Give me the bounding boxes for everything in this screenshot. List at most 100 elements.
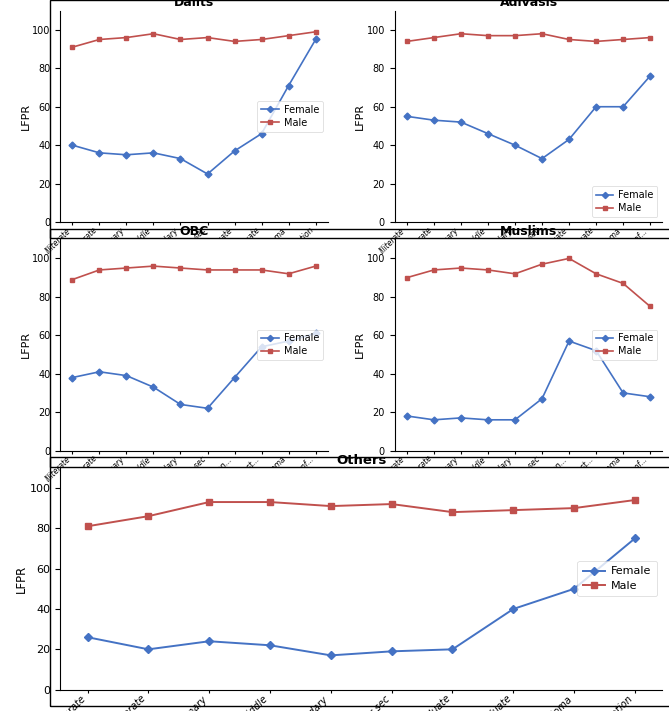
Female	[68, 373, 76, 382]
Male	[177, 264, 185, 272]
Female	[177, 400, 185, 409]
Line: Male: Male	[405, 31, 652, 44]
Line: Male: Male	[85, 497, 638, 529]
X-axis label: Education Levels: Education Levels	[145, 495, 244, 505]
Female	[538, 154, 546, 163]
Line: Male: Male	[70, 264, 318, 282]
Male	[565, 36, 573, 44]
Y-axis label: LFPR: LFPR	[15, 565, 28, 593]
Male	[149, 29, 157, 38]
Male	[312, 28, 320, 36]
Male	[149, 262, 157, 270]
Male	[457, 264, 465, 272]
Male	[284, 269, 292, 278]
Male	[538, 29, 546, 38]
Male	[258, 36, 266, 44]
Female	[565, 135, 573, 144]
Female	[484, 129, 492, 138]
X-axis label: Education Levels: Education Levels	[479, 273, 578, 283]
Male	[538, 260, 546, 269]
Male	[592, 269, 600, 278]
Title: Others: Others	[336, 454, 387, 466]
Line: Male: Male	[70, 29, 318, 50]
Female	[203, 170, 211, 178]
Female	[592, 346, 600, 355]
Male	[266, 498, 274, 506]
Female	[122, 371, 130, 380]
Y-axis label: LFPR: LFPR	[355, 103, 365, 130]
Female	[619, 102, 627, 111]
Female	[96, 149, 104, 157]
Male	[565, 254, 573, 262]
Male	[122, 264, 130, 272]
Female	[231, 373, 239, 382]
Female	[145, 645, 153, 653]
Female	[565, 337, 573, 346]
Female	[149, 149, 157, 157]
Male	[448, 508, 456, 516]
Title: OBC: OBC	[179, 225, 209, 238]
Male	[84, 522, 92, 530]
Female	[457, 414, 465, 422]
Title: Dalits: Dalits	[174, 0, 214, 9]
Female	[266, 641, 274, 650]
Male	[509, 506, 517, 514]
Male	[258, 266, 266, 274]
Male	[68, 43, 76, 51]
Male	[646, 33, 654, 42]
Female	[592, 102, 600, 111]
Female	[312, 36, 320, 44]
Female	[484, 415, 492, 424]
Line: Female: Female	[405, 73, 652, 161]
Female	[312, 329, 320, 338]
Male	[205, 498, 213, 506]
Line: Female: Female	[70, 331, 318, 411]
Male	[457, 29, 465, 38]
Female	[511, 415, 519, 424]
Legend: Female, Male: Female, Male	[592, 329, 658, 360]
Line: Male: Male	[405, 256, 652, 309]
Male	[484, 266, 492, 274]
Y-axis label: LFPR: LFPR	[21, 331, 31, 358]
Male	[592, 37, 600, 46]
Male	[484, 31, 492, 40]
Female	[122, 151, 130, 159]
Female	[205, 637, 213, 646]
Male	[122, 33, 130, 42]
Female	[430, 116, 438, 124]
Male	[387, 500, 395, 508]
Male	[96, 266, 104, 274]
Male	[96, 36, 104, 44]
Male	[403, 37, 411, 46]
Male	[284, 31, 292, 40]
Female	[387, 647, 395, 656]
Title: Adivasis: Adivasis	[500, 0, 557, 9]
Legend: Female, Male: Female, Male	[258, 329, 323, 360]
Male	[511, 31, 519, 40]
Female	[284, 81, 292, 90]
Male	[631, 496, 639, 504]
Male	[231, 37, 239, 46]
Male	[203, 33, 211, 42]
Male	[619, 36, 627, 44]
Male	[430, 33, 438, 42]
Male	[646, 302, 654, 311]
Female	[96, 368, 104, 376]
Female	[149, 383, 157, 392]
Female	[284, 337, 292, 346]
Female	[457, 118, 465, 127]
Female	[84, 633, 92, 641]
Y-axis label: LFPR: LFPR	[355, 331, 365, 358]
Legend: Female, Male: Female, Male	[258, 101, 323, 132]
Line: Female: Female	[85, 535, 638, 658]
Female	[258, 343, 266, 351]
X-axis label: Education Levels: Education Levels	[145, 274, 244, 284]
Legend: Female, Male: Female, Male	[577, 561, 657, 597]
Male	[177, 36, 185, 44]
Female	[430, 415, 438, 424]
Male	[430, 266, 438, 274]
Female	[619, 389, 627, 397]
Male	[145, 512, 153, 520]
Male	[312, 262, 320, 270]
Male	[327, 502, 335, 510]
